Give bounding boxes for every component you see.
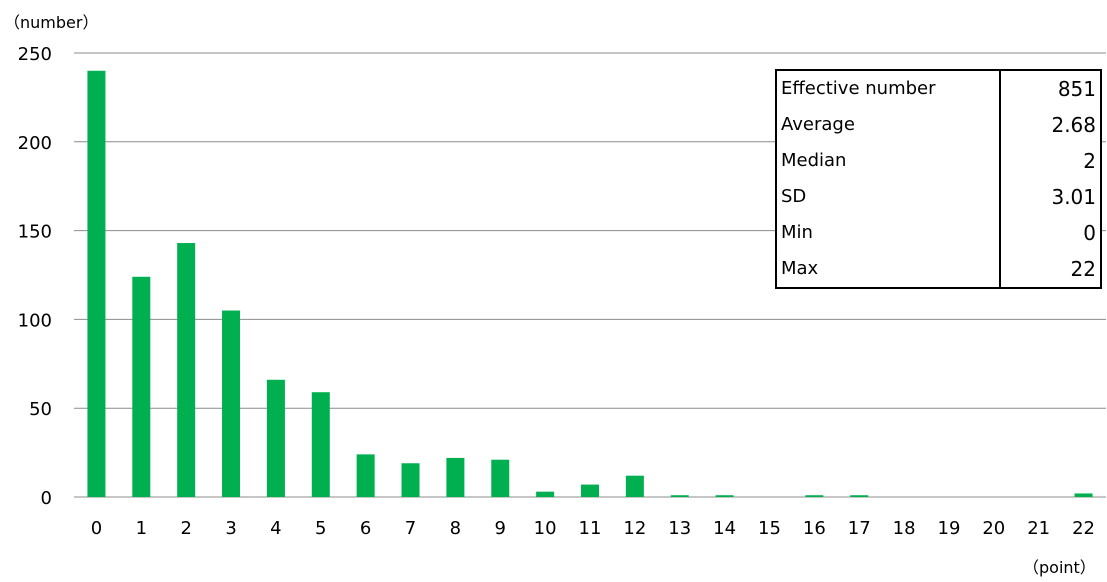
bar <box>715 495 734 497</box>
x-tick-label: 9 <box>495 518 506 539</box>
stats-row: Min 0 <box>776 215 1101 251</box>
x-tick-label: 3 <box>225 518 236 539</box>
x-tick-label: 8 <box>450 518 461 539</box>
bar <box>850 495 869 497</box>
x-tick-label: 17 <box>848 518 871 539</box>
x-tick-label: 11 <box>579 518 602 539</box>
x-tick-label: 10 <box>534 518 557 539</box>
x-tick-label: 0 <box>91 518 102 539</box>
y-tick-label: 250 <box>18 44 52 65</box>
bar <box>356 454 375 497</box>
x-tick-label: 20 <box>982 518 1005 539</box>
stats-label: Median <box>776 143 1001 179</box>
y-axis-unit-label: （number） <box>4 13 98 32</box>
bar <box>805 495 824 497</box>
bar <box>536 491 555 497</box>
x-tick-label: 12 <box>623 518 646 539</box>
bar <box>625 475 644 497</box>
stats-label: Min <box>776 215 1001 251</box>
stats-value: 2.68 <box>1051 113 1096 137</box>
x-tick-label: 22 <box>1072 518 1095 539</box>
y-tick-label: 200 <box>18 133 52 154</box>
bar <box>446 457 465 497</box>
y-tick-label: 150 <box>18 222 52 243</box>
y-tick-label: 100 <box>18 310 52 331</box>
x-tick-label: 16 <box>803 518 826 539</box>
stats-label: SD <box>776 179 1001 215</box>
y-axis-ticks: 0 50 100 150 200 250 <box>18 44 52 509</box>
x-tick-label: 13 <box>668 518 691 539</box>
stats-row: SD 3.01 <box>776 179 1101 215</box>
bar <box>670 495 689 497</box>
x-tick-label: 18 <box>893 518 916 539</box>
x-tick-label: 6 <box>360 518 371 539</box>
stats-row: Max 22 <box>776 251 1101 288</box>
bar <box>87 70 106 497</box>
x-tick-label: 5 <box>315 518 326 539</box>
y-tick-label: 0 <box>41 488 52 509</box>
bar <box>266 379 285 497</box>
stats-value: 22 <box>1070 257 1096 281</box>
x-tick-label: 7 <box>405 518 416 539</box>
bar <box>581 484 599 497</box>
x-tick-label: 14 <box>713 518 736 539</box>
stats-row: Average 2.68 <box>776 107 1101 143</box>
bar <box>1074 493 1093 497</box>
stats-value: 3.01 <box>1051 185 1096 209</box>
stats-value: 851 <box>1057 77 1096 101</box>
bars <box>87 70 1093 497</box>
x-tick-label: 2 <box>180 518 191 539</box>
x-tick-label: 21 <box>1027 518 1050 539</box>
bar <box>491 459 510 497</box>
stats-value: 2 <box>1083 149 1096 173</box>
stats-row: Median 2 <box>776 143 1101 179</box>
stats-label: Effective number <box>776 70 1001 107</box>
x-axis-ticks: 0 1 2 3 4 5 6 7 8 9 10 11 12 13 14 15 16 17 18 19 20 21 22 <box>91 518 1095 539</box>
y-tick-label: 50 <box>29 399 52 420</box>
statistics-table: Effective number 851 Average 2.68 Median 2 SD 3… <box>775 69 1102 289</box>
x-tick-label: 15 <box>758 518 781 539</box>
stats-row: Effective number 851 <box>776 70 1101 107</box>
stats-value: 0 <box>1083 221 1096 245</box>
bar <box>177 243 196 497</box>
x-axis-unit-label: （point） <box>1023 558 1096 577</box>
x-tick-label: 1 <box>136 518 147 539</box>
bar <box>401 463 420 497</box>
bar <box>222 310 241 497</box>
bar <box>311 392 330 497</box>
stats-label: Average <box>776 107 1001 143</box>
x-tick-label: 19 <box>938 518 961 539</box>
x-tick-label: 4 <box>270 518 281 539</box>
bar <box>132 276 151 497</box>
stats-label: Max <box>776 251 1001 288</box>
